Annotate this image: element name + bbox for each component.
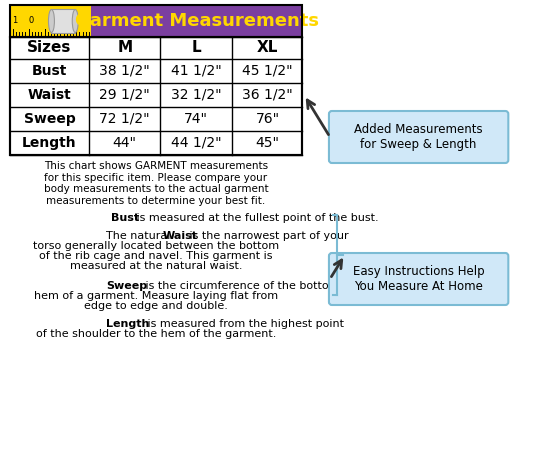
Text: 1: 1 bbox=[12, 16, 17, 25]
Text: Sweep: Sweep bbox=[107, 281, 147, 291]
FancyBboxPatch shape bbox=[10, 5, 302, 37]
Text: 32 1/2": 32 1/2" bbox=[171, 88, 221, 102]
Text: Bust: Bust bbox=[112, 213, 140, 223]
Text: Added Measurements
for Sweep & Length: Added Measurements for Sweep & Length bbox=[354, 123, 483, 151]
Text: 41 1/2": 41 1/2" bbox=[171, 64, 221, 78]
FancyBboxPatch shape bbox=[10, 83, 302, 107]
Text: torso generally located between the bottom: torso generally located between the bott… bbox=[33, 241, 279, 251]
Text: Garment Measurements: Garment Measurements bbox=[75, 12, 319, 30]
Text: is measured at the fullest point of the bust.: is measured at the fullest point of the … bbox=[133, 213, 379, 223]
FancyBboxPatch shape bbox=[10, 107, 302, 131]
Text: is the circumference of the bottom: is the circumference of the bottom bbox=[142, 281, 339, 291]
FancyBboxPatch shape bbox=[10, 37, 302, 59]
Text: Waist: Waist bbox=[28, 88, 71, 102]
Text: of the rib cage and navel. This garment is: of the rib cage and navel. This garment … bbox=[39, 251, 273, 261]
Text: 72 1/2": 72 1/2" bbox=[100, 112, 150, 126]
FancyBboxPatch shape bbox=[10, 59, 302, 83]
Text: This chart shows GARMENT measurements
for this specific item. Please compare you: This chart shows GARMENT measurements fo… bbox=[44, 161, 268, 206]
FancyBboxPatch shape bbox=[329, 253, 508, 305]
Text: Bust: Bust bbox=[32, 64, 67, 78]
Text: of the shoulder to the hem of the garment.: of the shoulder to the hem of the garmen… bbox=[36, 329, 276, 339]
Text: 45": 45" bbox=[256, 136, 280, 150]
Text: Sweep: Sweep bbox=[23, 112, 76, 126]
FancyBboxPatch shape bbox=[329, 111, 508, 163]
Text: Sizes: Sizes bbox=[27, 40, 72, 55]
Text: 45 1/2": 45 1/2" bbox=[242, 64, 293, 78]
Ellipse shape bbox=[48, 9, 54, 32]
Text: Waist: Waist bbox=[163, 231, 198, 241]
Text: 38 1/2": 38 1/2" bbox=[100, 64, 150, 78]
Text: L: L bbox=[191, 40, 201, 55]
Text: 74": 74" bbox=[184, 112, 208, 126]
Text: 44": 44" bbox=[113, 136, 137, 150]
Text: Easy Instructions Help
You Measure At Home: Easy Instructions Help You Measure At Ho… bbox=[353, 265, 485, 293]
Text: hem of a garment. Measure laying flat from: hem of a garment. Measure laying flat fr… bbox=[34, 291, 278, 301]
Text: Length: Length bbox=[22, 136, 77, 150]
Text: is measured from the highest point: is measured from the highest point bbox=[144, 319, 344, 329]
Text: 36 1/2": 36 1/2" bbox=[242, 88, 293, 102]
Bar bbox=[52, 9, 75, 32]
Text: The natural: The natural bbox=[107, 231, 174, 241]
Text: is the narrowest part of your: is the narrowest part of your bbox=[186, 231, 348, 241]
Text: Length: Length bbox=[107, 319, 150, 329]
Text: 44 1/2": 44 1/2" bbox=[171, 136, 221, 150]
Ellipse shape bbox=[72, 9, 78, 32]
Text: 29 1/2": 29 1/2" bbox=[100, 88, 150, 102]
Text: M: M bbox=[117, 40, 132, 55]
FancyBboxPatch shape bbox=[10, 131, 302, 155]
Text: 76": 76" bbox=[256, 112, 280, 126]
FancyBboxPatch shape bbox=[10, 5, 91, 37]
Text: edge to edge and double.: edge to edge and double. bbox=[84, 301, 228, 311]
Text: measured at the natural waist.: measured at the natural waist. bbox=[70, 261, 242, 271]
Text: XL: XL bbox=[257, 40, 278, 55]
Text: 0: 0 bbox=[28, 16, 33, 25]
